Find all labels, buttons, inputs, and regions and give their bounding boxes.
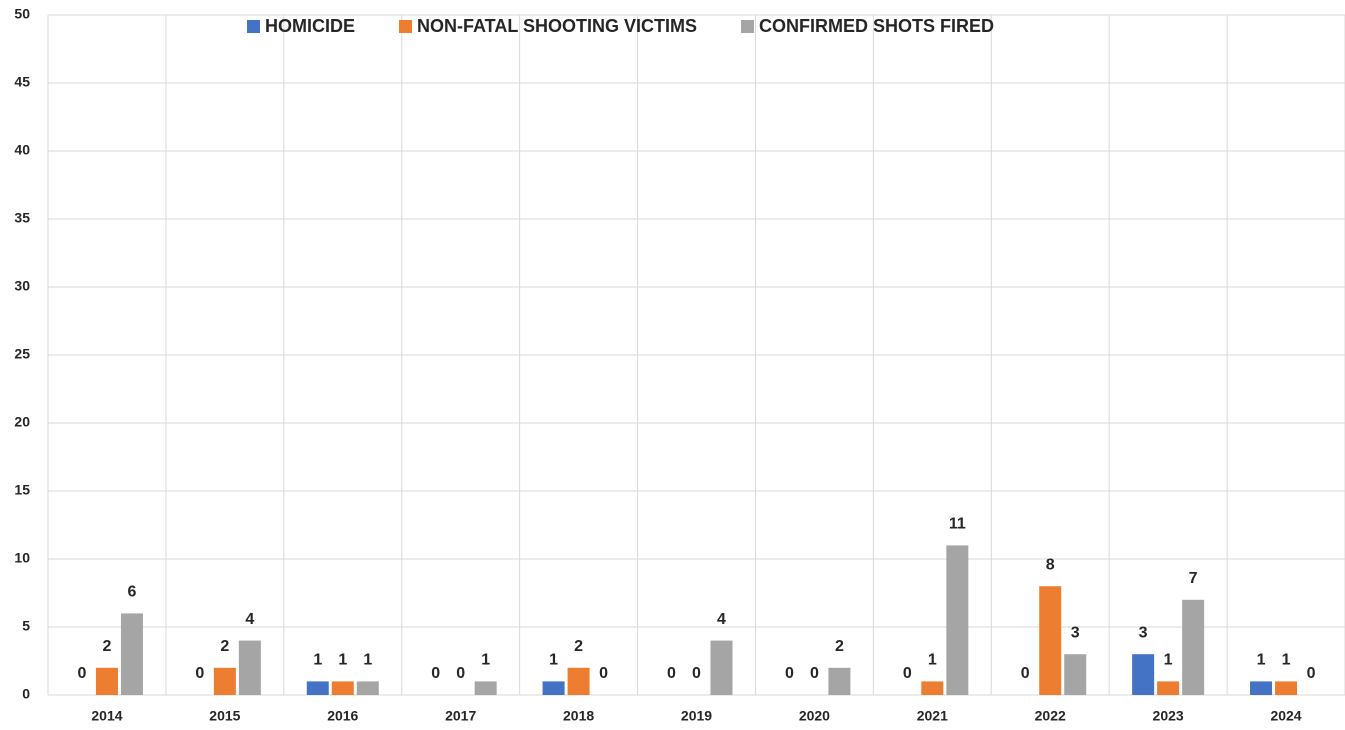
y-tick-label: 50 [14, 6, 30, 22]
legend-label: CONFIRMED SHOTS FIRED [759, 16, 994, 36]
legend-label: NON-FATAL SHOOTING VICTIMS [417, 16, 697, 36]
y-tick-label: 0 [22, 686, 30, 702]
data-label: 4 [245, 611, 254, 628]
data-label: 1 [481, 652, 490, 669]
bar [921, 681, 944, 695]
bar [331, 681, 354, 695]
x-tick-label: 2023 [1153, 708, 1184, 724]
x-tick-label: 2022 [1035, 708, 1066, 724]
data-label: 0 [431, 665, 440, 682]
x-tick-label: 2021 [917, 708, 948, 724]
bar [238, 640, 261, 695]
data-label: 1 [549, 652, 558, 669]
bar [710, 640, 733, 695]
y-tick-label: 15 [14, 482, 30, 498]
data-label: 0 [903, 665, 912, 682]
data-label: 0 [667, 665, 676, 682]
data-label: 2 [103, 638, 112, 655]
data-label: 1 [363, 652, 372, 669]
data-label: 0 [692, 665, 701, 682]
data-label: 1 [1282, 652, 1291, 669]
y-tick-label: 25 [14, 346, 30, 362]
bar [474, 681, 497, 695]
data-label: 0 [78, 665, 87, 682]
data-label: 1 [1257, 652, 1266, 669]
data-label: 0 [810, 665, 819, 682]
bar [306, 681, 329, 695]
data-label: 2 [835, 638, 844, 655]
data-label: 6 [128, 584, 137, 601]
data-label: 2 [220, 638, 229, 655]
data-label: 4 [717, 611, 726, 628]
y-tick-label: 10 [14, 550, 30, 566]
data-label: 0 [1021, 665, 1030, 682]
bar [828, 667, 851, 695]
x-tick-label: 2024 [1270, 708, 1301, 724]
data-label: 8 [1046, 556, 1055, 573]
legend-swatch [247, 20, 260, 33]
bar [1039, 586, 1062, 695]
bar [120, 613, 143, 695]
bar [356, 681, 379, 695]
data-label: 0 [1307, 665, 1316, 682]
x-tick-label: 2016 [327, 708, 358, 724]
y-tick-label: 30 [14, 278, 30, 294]
data-label: 0 [599, 665, 608, 682]
data-label: 0 [195, 665, 204, 682]
y-tick-label: 20 [14, 414, 30, 430]
y-tick-label: 40 [14, 142, 30, 158]
bar [213, 667, 236, 695]
y-tick-label: 35 [14, 210, 30, 226]
bar [1275, 681, 1298, 695]
data-label: 3 [1139, 624, 1148, 641]
bar [946, 545, 969, 695]
data-label: 0 [785, 665, 794, 682]
bar [1157, 681, 1180, 695]
x-tick-label: 2020 [799, 708, 830, 724]
legend-swatch [741, 20, 754, 33]
bar [542, 681, 565, 695]
legend-label: HOMICIDE [265, 16, 355, 36]
legend-swatch [399, 20, 412, 33]
x-tick-label: 2019 [681, 708, 712, 724]
data-label: 0 [456, 665, 465, 682]
data-label: 3 [1071, 624, 1080, 641]
x-tick-label: 2015 [209, 708, 240, 724]
x-tick-label: 2018 [563, 708, 594, 724]
x-tick-label: 2014 [91, 708, 122, 724]
data-label: 1 [338, 652, 347, 669]
x-tick-label: 2017 [445, 708, 476, 724]
bar [1132, 654, 1155, 695]
bar [95, 667, 118, 695]
bar [567, 667, 590, 695]
bar [1182, 599, 1205, 695]
y-tick-label: 5 [22, 618, 30, 634]
data-label: 1 [313, 652, 322, 669]
bar [1250, 681, 1273, 695]
data-label: 11 [949, 516, 966, 533]
data-label: 2 [574, 638, 583, 655]
data-label: 1 [1164, 652, 1173, 669]
y-tick-label: 45 [14, 74, 30, 90]
bar [1064, 654, 1087, 695]
data-label: 1 [928, 652, 937, 669]
data-label: 7 [1189, 570, 1198, 587]
